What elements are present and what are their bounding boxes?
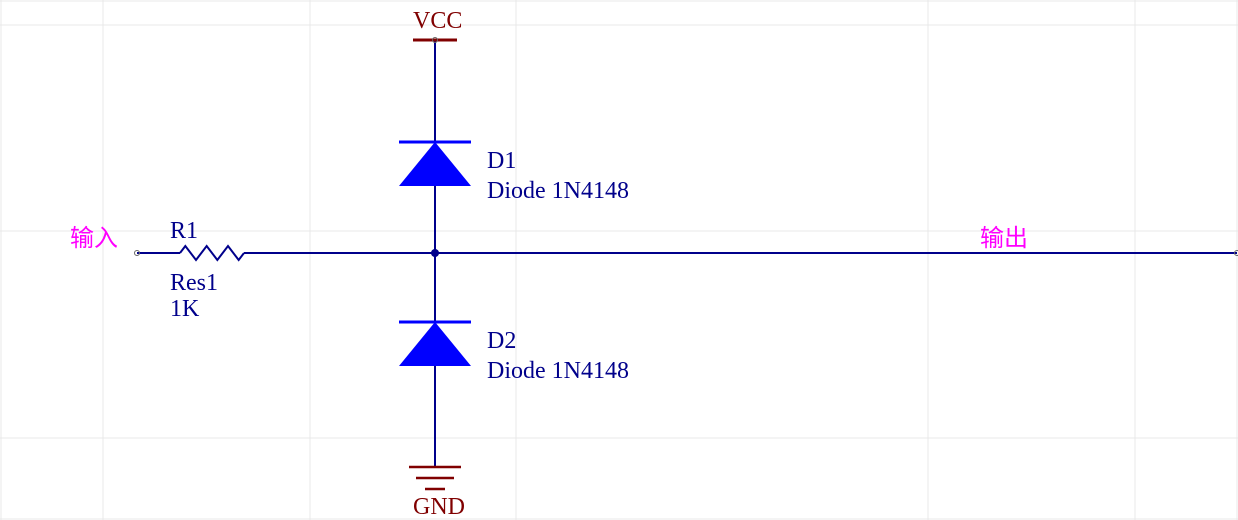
d1-value: Diode 1N4148 — [487, 178, 629, 204]
net-label-input: 输入 — [70, 225, 118, 252]
wires — [137, 40, 1237, 467]
d2-triangle — [399, 322, 471, 366]
gnd-label: GND — [413, 494, 465, 520]
pin-dots — [135, 38, 1238, 256]
schematic-canvas: VCC GND R1 Res1 1K D1 Diode 1N4148 D2 Di… — [0, 0, 1238, 520]
d2-ref: D2 — [487, 328, 516, 354]
power-gnd: GND — [409, 467, 465, 520]
r1-value: Res1 — [170, 270, 218, 296]
r1-ref: R1 — [170, 218, 198, 244]
gnd-symbol — [409, 467, 461, 489]
power-vcc: VCC — [413, 8, 462, 40]
grid — [0, 0, 1238, 520]
d1-triangle — [399, 142, 471, 186]
r1-rating: 1K — [170, 296, 200, 322]
vcc-label: VCC — [413, 8, 462, 34]
net-label-output: 输出 — [980, 225, 1028, 252]
diode-d1: D1 Diode 1N4148 — [399, 142, 629, 204]
diode-d2: D2 Diode 1N4148 — [399, 322, 629, 384]
junctions — [431, 249, 439, 257]
resistor-body — [180, 246, 244, 260]
resistor-r1: R1 Res1 1K — [170, 218, 244, 322]
d1-ref: D1 — [487, 148, 516, 174]
d2-value: Diode 1N4148 — [487, 358, 629, 384]
